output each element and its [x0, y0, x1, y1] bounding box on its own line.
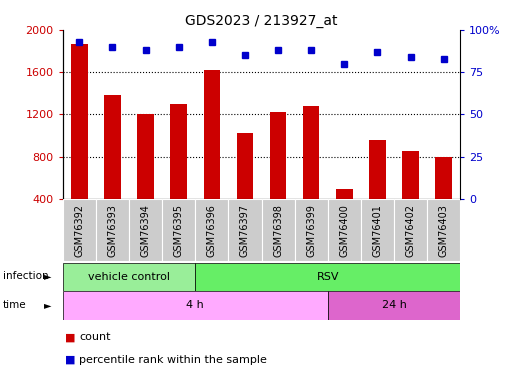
Bar: [394, 199, 427, 261]
Bar: [170, 104, 187, 199]
Bar: [63, 262, 195, 291]
Bar: [71, 44, 87, 199]
Bar: [361, 199, 394, 261]
Text: time: time: [3, 300, 26, 310]
Text: 4 h: 4 h: [186, 300, 204, 310]
Bar: [137, 114, 154, 199]
Text: 24 h: 24 h: [382, 300, 406, 310]
Bar: [96, 199, 129, 261]
Bar: [162, 199, 195, 261]
Bar: [129, 199, 162, 261]
Text: GSM76394: GSM76394: [141, 204, 151, 257]
Bar: [229, 199, 262, 261]
Bar: [195, 199, 229, 261]
Text: count: count: [79, 333, 111, 342]
Bar: [303, 106, 320, 199]
Text: GSM76398: GSM76398: [273, 204, 283, 257]
Bar: [270, 112, 287, 199]
Text: ■: ■: [65, 333, 76, 342]
Bar: [262, 199, 294, 261]
Text: RSV: RSV: [316, 272, 339, 282]
Text: GSM76393: GSM76393: [107, 204, 118, 257]
Text: GSM76401: GSM76401: [372, 204, 382, 257]
Bar: [427, 199, 460, 261]
Text: GSM76400: GSM76400: [339, 204, 349, 257]
Bar: [402, 151, 419, 199]
Text: infection: infection: [3, 272, 48, 281]
Bar: [294, 199, 328, 261]
Bar: [195, 262, 460, 291]
Bar: [435, 157, 452, 199]
Text: GSM76392: GSM76392: [74, 204, 84, 257]
Text: GSM76395: GSM76395: [174, 204, 184, 257]
Text: ►: ►: [44, 300, 51, 310]
Text: GSM76402: GSM76402: [405, 204, 416, 257]
Text: vehicle control: vehicle control: [88, 272, 170, 282]
Bar: [63, 199, 96, 261]
Bar: [236, 134, 253, 199]
Text: percentile rank within the sample: percentile rank within the sample: [79, 355, 267, 365]
Bar: [203, 70, 220, 199]
Text: ►: ►: [44, 272, 51, 281]
Bar: [63, 291, 328, 320]
Text: GSM76396: GSM76396: [207, 204, 217, 257]
Title: GDS2023 / 213927_at: GDS2023 / 213927_at: [185, 13, 338, 28]
Text: GSM76403: GSM76403: [439, 204, 449, 257]
Text: GSM76399: GSM76399: [306, 204, 316, 257]
Bar: [328, 199, 361, 261]
Bar: [104, 95, 121, 199]
Bar: [336, 189, 353, 199]
Bar: [369, 140, 385, 199]
Bar: [328, 291, 460, 320]
Text: GSM76397: GSM76397: [240, 204, 250, 257]
Text: ■: ■: [65, 355, 76, 365]
